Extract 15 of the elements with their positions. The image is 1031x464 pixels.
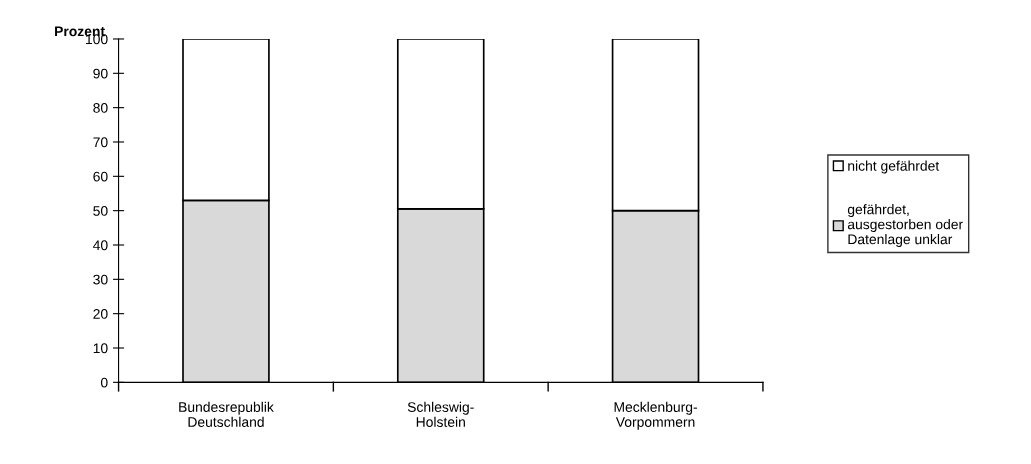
- x-tick-label: Bundesrepublik Deutschland: [179, 401, 274, 427]
- y-tick-label: 20: [93, 309, 108, 319]
- y-tick-label: 50: [93, 205, 108, 216]
- y-tick-label: 10: [93, 343, 108, 354]
- legend-label: nicht gefährdet: [848, 160, 940, 174]
- y-tick-label: 60: [93, 171, 108, 182]
- x-tick-label: Schleswig- Holstein: [407, 401, 474, 427]
- y-tick-label: 40: [93, 240, 108, 251]
- y-tick-label: 30: [93, 274, 108, 285]
- y-tick-label: 70: [93, 137, 108, 148]
- y-tick-label: 90: [93, 68, 108, 79]
- y-tick-label: 80: [93, 102, 108, 113]
- legend-label: gefährdet, ausgestorben oder Datenlage unklar: [847, 204, 963, 247]
- y-tick-label: 0: [100, 377, 108, 388]
- x-tick-label: Mecklenburg- Vorpommern: [614, 401, 697, 430]
